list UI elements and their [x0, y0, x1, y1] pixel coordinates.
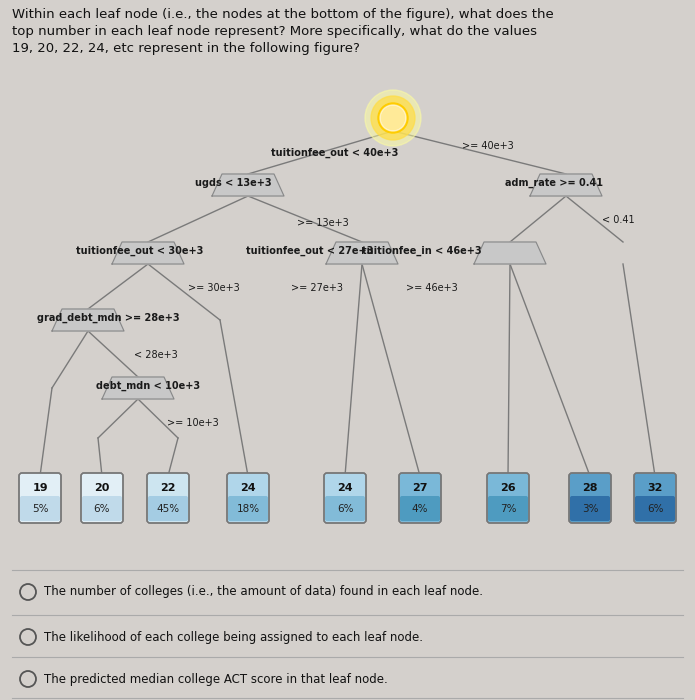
Text: 32: 32 [647, 483, 663, 493]
Circle shape [378, 103, 408, 133]
Circle shape [365, 90, 421, 146]
FancyBboxPatch shape [147, 473, 189, 523]
Text: 28: 28 [582, 483, 598, 493]
Text: 24: 24 [337, 483, 353, 493]
FancyBboxPatch shape [228, 496, 268, 521]
Text: >= 10e+3: >= 10e+3 [167, 418, 219, 428]
Polygon shape [474, 242, 546, 264]
Circle shape [371, 96, 415, 140]
Polygon shape [52, 309, 124, 331]
FancyBboxPatch shape [227, 473, 269, 523]
Text: 26: 26 [500, 483, 516, 493]
FancyBboxPatch shape [82, 496, 122, 521]
FancyBboxPatch shape [487, 473, 529, 523]
Text: >= 13e+3: >= 13e+3 [297, 218, 349, 228]
Polygon shape [326, 242, 398, 264]
FancyBboxPatch shape [81, 473, 123, 523]
Text: >= 27e+3: >= 27e+3 [291, 283, 343, 293]
FancyBboxPatch shape [20, 496, 60, 521]
Polygon shape [530, 174, 602, 196]
Text: 4%: 4% [411, 504, 428, 514]
FancyBboxPatch shape [148, 496, 188, 521]
FancyBboxPatch shape [488, 496, 528, 521]
FancyBboxPatch shape [325, 496, 365, 521]
FancyBboxPatch shape [324, 473, 366, 523]
Polygon shape [102, 377, 174, 399]
FancyBboxPatch shape [635, 496, 675, 521]
Text: < 28e+3: < 28e+3 [134, 350, 178, 360]
Circle shape [380, 105, 406, 131]
Text: tuitionfee_out < 30e+3: tuitionfee_out < 30e+3 [76, 246, 204, 256]
Polygon shape [212, 174, 284, 196]
Text: >= 40e+3: >= 40e+3 [462, 141, 514, 151]
Text: 18%: 18% [236, 504, 259, 514]
Text: tuitionfee_out < 27e+3: tuitionfee_out < 27e+3 [246, 246, 374, 256]
Text: 19: 19 [32, 483, 48, 493]
Text: debt_mdn < 10e+3: debt_mdn < 10e+3 [96, 381, 200, 391]
Text: 27: 27 [412, 483, 427, 493]
Text: 24: 24 [240, 483, 256, 493]
Polygon shape [112, 242, 184, 264]
Text: Within each leaf node (i.e., the nodes at the bottom of the figure), what does t: Within each leaf node (i.e., the nodes a… [12, 8, 554, 55]
Text: 20: 20 [95, 483, 110, 493]
Text: 6%: 6% [337, 504, 353, 514]
FancyBboxPatch shape [399, 473, 441, 523]
Text: adm_rate >= 0.41: adm_rate >= 0.41 [505, 178, 603, 188]
Text: < 0.41: < 0.41 [602, 215, 635, 225]
Text: 6%: 6% [647, 504, 663, 514]
FancyBboxPatch shape [400, 496, 440, 521]
FancyBboxPatch shape [19, 473, 61, 523]
Text: The predicted median college ACT score in that leaf node.: The predicted median college ACT score i… [44, 673, 388, 685]
FancyBboxPatch shape [570, 496, 610, 521]
Text: 7%: 7% [500, 504, 516, 514]
Text: tuitionfee_out < 40e+3: tuitionfee_out < 40e+3 [271, 148, 399, 158]
Text: >= 46e+3: >= 46e+3 [406, 283, 458, 293]
FancyBboxPatch shape [634, 473, 676, 523]
Text: >= 30e+3: >= 30e+3 [188, 283, 240, 293]
Text: 3%: 3% [582, 504, 598, 514]
Text: grad_debt_mdn >= 28e+3: grad_debt_mdn >= 28e+3 [37, 313, 179, 323]
Text: The likelihood of each college being assigned to each leaf node.: The likelihood of each college being ass… [44, 631, 423, 643]
Text: 22: 22 [161, 483, 176, 493]
Text: 6%: 6% [94, 504, 111, 514]
Text: tuitionfee_in < 46e+3: tuitionfee_in < 46e+3 [362, 246, 482, 256]
Text: 45%: 45% [156, 504, 179, 514]
Text: The number of colleges (i.e., the amount of data) found in each leaf node.: The number of colleges (i.e., the amount… [44, 585, 483, 598]
Text: ugds < 13e+3: ugds < 13e+3 [195, 178, 271, 188]
Text: 5%: 5% [32, 504, 48, 514]
FancyBboxPatch shape [569, 473, 611, 523]
